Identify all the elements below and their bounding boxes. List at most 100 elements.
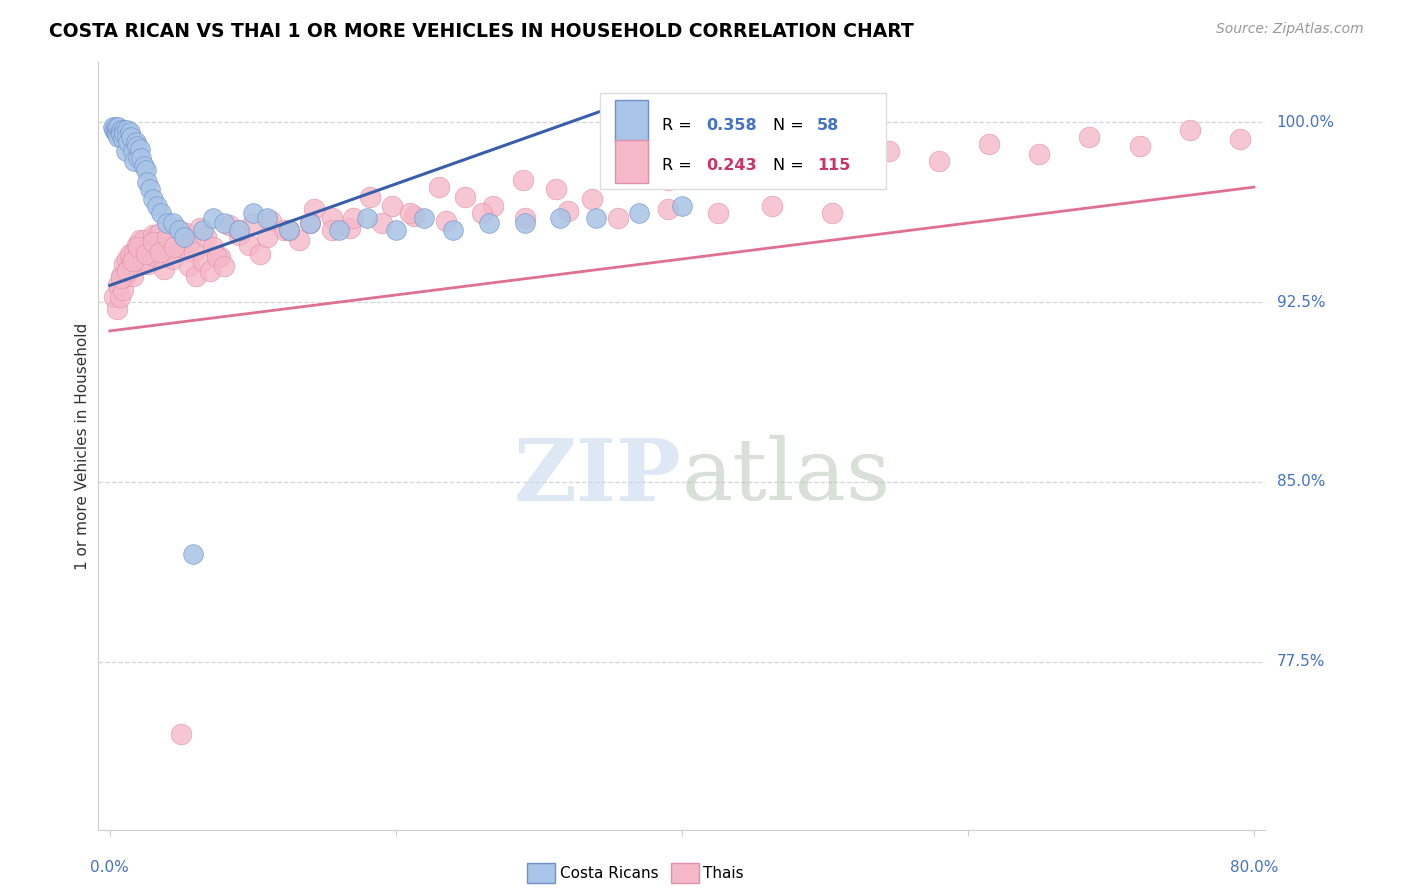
Point [557,204,579,219]
Point [214,216,236,230]
Point [135,247,157,261]
Point [125,139,148,153]
Point [201,211,224,226]
Point [544,182,567,196]
Text: R =: R = [662,118,697,133]
Point [149,244,172,259]
Point [828,161,851,175]
Point [339,220,361,235]
Point [112,122,135,136]
Point [174,226,197,240]
Point [238,237,260,252]
Point [201,240,224,254]
Point [381,199,404,213]
Point [139,237,162,252]
Point [143,240,166,254]
Point [453,189,475,203]
Point [131,151,153,165]
Text: atlas: atlas [682,435,891,518]
Point [142,235,165,250]
Text: 80.0%: 80.0% [1230,860,1278,875]
Point [159,243,181,257]
Point [370,216,392,230]
Point [152,244,174,259]
Point [150,235,173,250]
Point [107,120,129,135]
Point [581,192,603,206]
Point [191,254,214,268]
Point [105,122,128,136]
Point [184,268,207,283]
Point [441,223,464,237]
Point [136,252,159,266]
Point [122,244,145,259]
Point [110,268,132,283]
Point [617,163,640,178]
Y-axis label: 1 or more Vehicles in Household: 1 or more Vehicles in Household [75,322,90,570]
Point [742,166,765,180]
Point [112,128,135,142]
Point [115,122,138,136]
Point [356,211,378,226]
Point [167,230,190,244]
Point [136,175,159,189]
Point [427,180,450,194]
Point [198,264,221,278]
FancyBboxPatch shape [600,93,886,189]
Point [121,254,143,268]
Point [114,144,136,158]
Point [132,252,155,266]
Point [277,223,299,237]
Point [550,211,572,226]
Point [785,151,807,165]
Point [124,135,146,149]
Point [299,216,322,230]
Point [124,257,146,271]
Point [112,257,135,271]
Point [228,223,250,237]
Point [101,120,124,135]
Point [167,223,190,237]
Point [413,211,436,226]
Point [359,189,381,203]
Point [657,173,679,187]
Text: 85.0%: 85.0% [1277,475,1324,490]
Point [125,237,148,252]
Text: R =: R = [662,158,697,173]
Point [115,252,138,266]
Point [108,125,131,139]
Point [181,547,204,561]
Point [139,182,162,196]
Point [135,243,157,257]
Point [170,726,193,740]
Point [121,268,143,283]
Point [103,122,125,136]
Point [138,257,160,271]
Text: 58: 58 [817,118,839,133]
Point [110,271,132,285]
Point [127,240,149,254]
Point [1078,129,1101,144]
Text: 92.5%: 92.5% [1277,294,1324,310]
Point [513,211,536,226]
Text: 115: 115 [817,158,851,173]
Point [118,247,141,261]
Point [761,199,783,213]
FancyBboxPatch shape [616,100,648,142]
Point [228,223,250,237]
Point [150,206,173,220]
Point [249,247,271,261]
Point [482,199,505,213]
Point [214,259,236,273]
Point [114,268,136,283]
Point [156,216,179,230]
Point [142,192,165,206]
Point [105,302,128,317]
Point [228,227,250,242]
Point [117,261,139,276]
Point [478,216,501,230]
Point [657,202,679,216]
Point [321,223,343,237]
Text: ZIP: ZIP [515,434,682,518]
Point [191,223,214,237]
